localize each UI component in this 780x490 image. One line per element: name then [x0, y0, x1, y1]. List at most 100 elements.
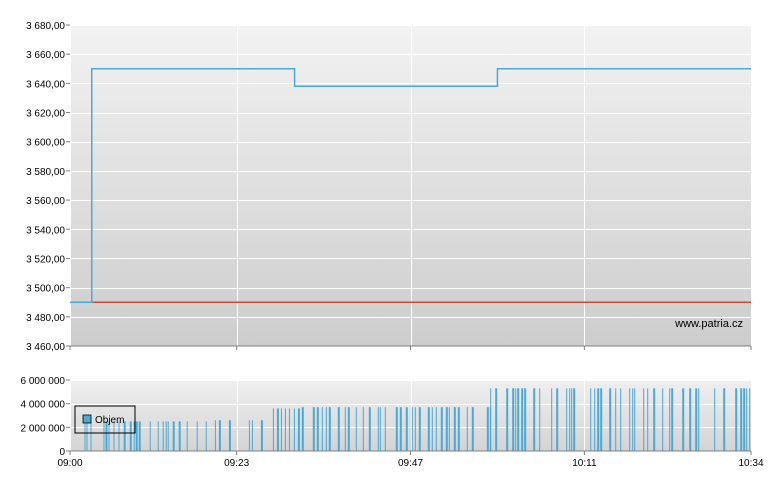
volume-bar [316, 407, 319, 451]
volume-bar [325, 407, 327, 451]
volume-bar [571, 388, 573, 451]
volume-bar [162, 421, 164, 451]
price-y-tick-label: 3 600,00 [26, 138, 65, 149]
price-y-tick-label: 3 680,00 [26, 21, 65, 32]
volume-bar [138, 421, 141, 451]
price-series-line [70, 68, 751, 303]
volume-bar [251, 420, 253, 451]
volume-bar [632, 388, 634, 451]
volume-bar [524, 388, 527, 451]
price-y-tick-labels: 3 460,00 3 480,00 3 500,00 3 520,00 3 540,00… [26, 21, 70, 353]
volume-plot-background [70, 380, 751, 451]
price-x-tick-marks [69, 346, 752, 350]
volume-bar [228, 420, 231, 451]
volume-bar [288, 408, 290, 451]
volume-bar [280, 408, 282, 451]
price-y-tick-label: 3 480,00 [26, 313, 65, 324]
volume-bar [629, 388, 631, 451]
volume-bar [634, 388, 636, 451]
volume-bars [84, 388, 751, 451]
volume-bar [714, 388, 716, 451]
volume-bar [172, 421, 175, 451]
volume-bar [495, 388, 498, 451]
volume-bar [293, 408, 295, 451]
volume-bar [178, 421, 181, 451]
volume-bar [167, 421, 169, 451]
volume-bar [414, 407, 416, 451]
volume-bar [689, 388, 692, 451]
volume-bar [749, 388, 751, 451]
volume-bar [321, 407, 323, 451]
volume-bar [506, 388, 509, 451]
volume-bar [594, 388, 596, 451]
legend-box [74, 405, 136, 434]
price-y-tick-label: 3 520,00 [26, 254, 65, 265]
volume-bar [746, 388, 748, 451]
volume-bar [653, 388, 656, 451]
volume-x-tick-label: 09:23 [224, 458, 249, 469]
volume-bar [643, 388, 645, 451]
price-y-tick-label: 3 580,00 [26, 167, 65, 178]
volume-bar [435, 407, 437, 451]
price-y-tick-label: 3 660,00 [26, 50, 65, 61]
volume-bar [521, 388, 524, 451]
volume-bar [133, 421, 135, 451]
volume-bar [427, 407, 430, 451]
volume-bar [165, 421, 167, 451]
volume-bar [418, 407, 421, 451]
volume-bar [431, 407, 433, 451]
price-y-tick-label: 3 620,00 [26, 109, 65, 120]
volume-bar [108, 421, 110, 451]
volume-bar [149, 421, 151, 451]
volume-bar [457, 407, 460, 451]
volume-bar [297, 408, 300, 451]
volume-bar [573, 388, 576, 451]
volume-bar [448, 407, 450, 451]
volume-bar [695, 388, 698, 451]
volume-legend: Objem [74, 405, 136, 434]
volume-bar [135, 421, 138, 451]
volume-bar [123, 421, 126, 451]
volume-bar [569, 388, 571, 451]
volume-bar [590, 388, 592, 451]
volume-bar [344, 407, 346, 451]
volume-bar [647, 388, 649, 451]
volume-bar [379, 407, 381, 451]
volume-bar [113, 421, 115, 451]
volume-bar [260, 420, 263, 451]
volume-x-tick-label: 09:47 [398, 458, 423, 469]
volume-bar [466, 407, 468, 451]
volume-bar [743, 388, 746, 451]
volume-x-tick-label: 10:34 [738, 458, 763, 469]
volume-bar [86, 421, 88, 451]
volume-bar [551, 388, 553, 451]
volume-bar [90, 421, 92, 451]
volume-bar [600, 388, 603, 451]
volume-y-tick-labels: 0 2 000 000 4 000 000 6 000 000 [21, 376, 70, 458]
volume-bar [486, 407, 489, 451]
volume-bar [453, 407, 456, 451]
volume-bar [723, 388, 726, 451]
price-grid [70, 25, 752, 347]
volume-bar [328, 407, 331, 451]
volume-bar [399, 407, 402, 451]
volume-bar [301, 407, 304, 451]
volume-bar [405, 407, 408, 451]
volume-bar [248, 420, 250, 451]
volume-bar [103, 421, 105, 451]
volume-bar [566, 388, 568, 451]
price-y-tick-label: 3 540,00 [26, 225, 65, 236]
volume-bar [276, 408, 279, 451]
volume-bar [355, 407, 357, 451]
volume-bar [205, 421, 207, 451]
price-y-tick-label: 3 640,00 [26, 79, 65, 90]
volume-bar [362, 407, 364, 451]
volume-bar [615, 388, 617, 451]
volume-bar [368, 407, 371, 451]
volume-x-tick-label: 09:00 [57, 458, 82, 469]
volume-bar [337, 407, 340, 451]
volume-bar [517, 388, 520, 451]
volume-bar [539, 388, 541, 451]
